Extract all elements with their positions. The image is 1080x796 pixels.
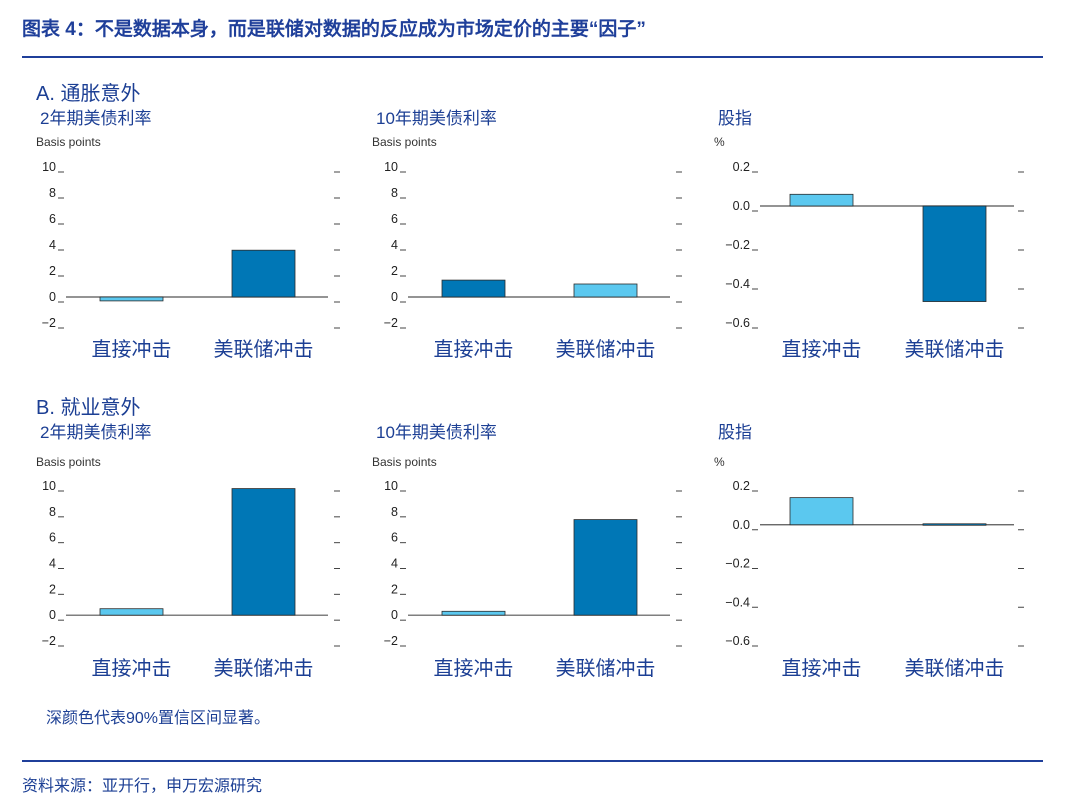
bar-direct-shock xyxy=(441,610,506,616)
chart-panel-2: 股指% 0.2 0.0 −0.2 −0.4 −0.6 直接冲击 美联储冲击 xyxy=(714,109,1024,361)
figure-title: 图表 4：不是数据本身，而是联储对数据的反应成为市场定价的主要“因子” xyxy=(22,19,646,40)
category-label: 美联储冲击 xyxy=(905,338,1005,361)
y-tick-label: −2 xyxy=(384,634,398,648)
y-tick-label: 2 xyxy=(391,264,398,278)
chart-panel-5: 股指% 0.2 0.0 −0.2 −0.4 −0.6 直接冲击 美联储冲击 xyxy=(714,423,1024,680)
chart-title: 2年期美债利率 xyxy=(40,109,151,128)
category-label: 直接冲击 xyxy=(92,657,172,680)
section-a-label: A. 通胀意外 xyxy=(36,83,141,105)
category-label: 直接冲击 xyxy=(92,338,172,361)
chart-title: 10年期美债利率 xyxy=(376,109,497,128)
category-label: 美联储冲击 xyxy=(556,657,656,680)
y-tick-label: 4 xyxy=(391,238,398,252)
significance-note: 深颜色代表90%置信区间显著。 xyxy=(46,710,271,727)
category-label: 直接冲击 xyxy=(434,657,514,680)
y-tick-label: 8 xyxy=(391,505,398,519)
bar-direct-shock xyxy=(789,193,854,207)
chart-title: 10年期美债利率 xyxy=(376,423,497,442)
bar-direct-shock xyxy=(789,497,854,526)
category-label: 直接冲击 xyxy=(782,338,862,361)
y-unit-label: % xyxy=(714,455,725,469)
section-b-label: B. 就业意外 xyxy=(36,397,141,419)
bar-fed-shock xyxy=(573,283,638,298)
y-tick-label: 0 xyxy=(391,608,398,622)
y-tick-label: −2 xyxy=(42,634,56,648)
chart-panel-3: 2年期美债利率 Basis points 10 8 6 4 2 0 −2 直接冲击 美联储冲击 xyxy=(36,423,340,680)
category-label: 美联储冲击 xyxy=(214,657,314,680)
bar-fed-shock xyxy=(922,205,987,302)
chart-panel-0: 2年期美债利率 Basis points 10 8 6 4 2 0 −2 直接冲击 美联储冲击 xyxy=(36,109,340,361)
y-unit-label: Basis points xyxy=(36,455,101,469)
chart-title: 股指 xyxy=(718,109,752,128)
y-tick-label: 2 xyxy=(391,582,398,596)
y-tick-label: 4 xyxy=(49,557,56,571)
y-unit-label: % xyxy=(714,135,725,149)
y-tick-label: 0 xyxy=(391,290,398,304)
bar-fed-shock xyxy=(231,249,296,298)
y-tick-label: 8 xyxy=(391,186,398,200)
y-tick-label: 0.2 xyxy=(733,479,750,493)
category-label: 美联储冲击 xyxy=(556,338,656,361)
y-unit-label: Basis points xyxy=(372,455,437,469)
chart-title: 2年期美债利率 xyxy=(40,423,151,442)
y-tick-label: 6 xyxy=(391,531,398,545)
source-note: 资料来源：亚开行，申万宏源研究 xyxy=(22,778,263,795)
bottom-rule xyxy=(22,760,1043,762)
y-tick-label: 8 xyxy=(49,505,56,519)
y-tick-label: 10 xyxy=(42,479,56,493)
y-tick-label: −0.4 xyxy=(725,277,750,291)
chart-title: 股指 xyxy=(718,423,752,442)
y-tick-label: −0.2 xyxy=(725,238,750,252)
y-tick-label: 8 xyxy=(49,186,56,200)
y-tick-label: 10 xyxy=(384,160,398,174)
y-tick-label: 0 xyxy=(49,608,56,622)
y-tick-label: −0.6 xyxy=(725,316,750,330)
y-tick-label: −0.6 xyxy=(725,634,750,648)
y-tick-label: 4 xyxy=(391,557,398,571)
y-tick-label: 2 xyxy=(49,264,56,278)
category-label: 直接冲击 xyxy=(782,657,862,680)
y-tick-label: 6 xyxy=(49,212,56,226)
y-tick-label: −2 xyxy=(42,316,56,330)
y-tick-label: −0.2 xyxy=(725,557,750,571)
category-label: 直接冲击 xyxy=(434,338,514,361)
top-rule xyxy=(22,56,1043,58)
y-tick-label: 10 xyxy=(42,160,56,174)
category-label: 美联储冲击 xyxy=(214,338,314,361)
y-tick-label: 0.2 xyxy=(733,160,750,174)
bar-fed-shock xyxy=(922,523,987,526)
y-tick-label: 4 xyxy=(49,238,56,252)
y-tick-label: −0.4 xyxy=(725,595,750,609)
chart-panel-1: 10年期美债利率 Basis points 10 8 6 4 2 0 −2 直接冲击 美联储冲击 xyxy=(372,109,682,361)
bar-direct-shock xyxy=(99,608,164,616)
y-unit-label: Basis points xyxy=(372,135,437,149)
y-tick-label: 2 xyxy=(49,582,56,596)
y-tick-label: −2 xyxy=(384,316,398,330)
bar-direct-shock xyxy=(99,296,164,302)
y-tick-label: 6 xyxy=(49,531,56,545)
y-tick-label: 0.0 xyxy=(733,199,750,213)
y-unit-label: Basis points xyxy=(36,135,101,149)
y-tick-label: 10 xyxy=(384,479,398,493)
category-label: 美联储冲击 xyxy=(905,657,1005,680)
y-tick-label: 0 xyxy=(49,290,56,304)
bar-fed-shock xyxy=(573,519,638,616)
chart-panel-4: 10年期美债利率 Basis points 10 8 6 4 2 0 −2 直接冲击 美联储冲击 xyxy=(372,423,682,680)
bar-fed-shock xyxy=(231,488,296,616)
y-tick-label: 0.0 xyxy=(733,518,750,532)
bar-direct-shock xyxy=(441,279,506,298)
y-tick-label: 6 xyxy=(391,212,398,226)
